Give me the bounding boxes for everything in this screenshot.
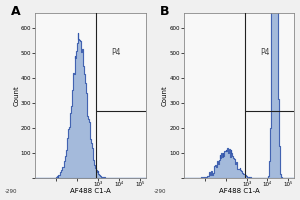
- Text: B: B: [160, 5, 169, 18]
- Text: A: A: [11, 5, 21, 18]
- Text: P4: P4: [111, 48, 121, 57]
- Text: P4: P4: [260, 48, 269, 57]
- Y-axis label: Count: Count: [162, 85, 168, 106]
- X-axis label: AF488 C1-A: AF488 C1-A: [219, 188, 260, 194]
- Y-axis label: Count: Count: [14, 85, 20, 106]
- Text: -290: -290: [153, 189, 166, 194]
- X-axis label: AF488 C1-A: AF488 C1-A: [70, 188, 111, 194]
- Text: -290: -290: [5, 189, 17, 194]
